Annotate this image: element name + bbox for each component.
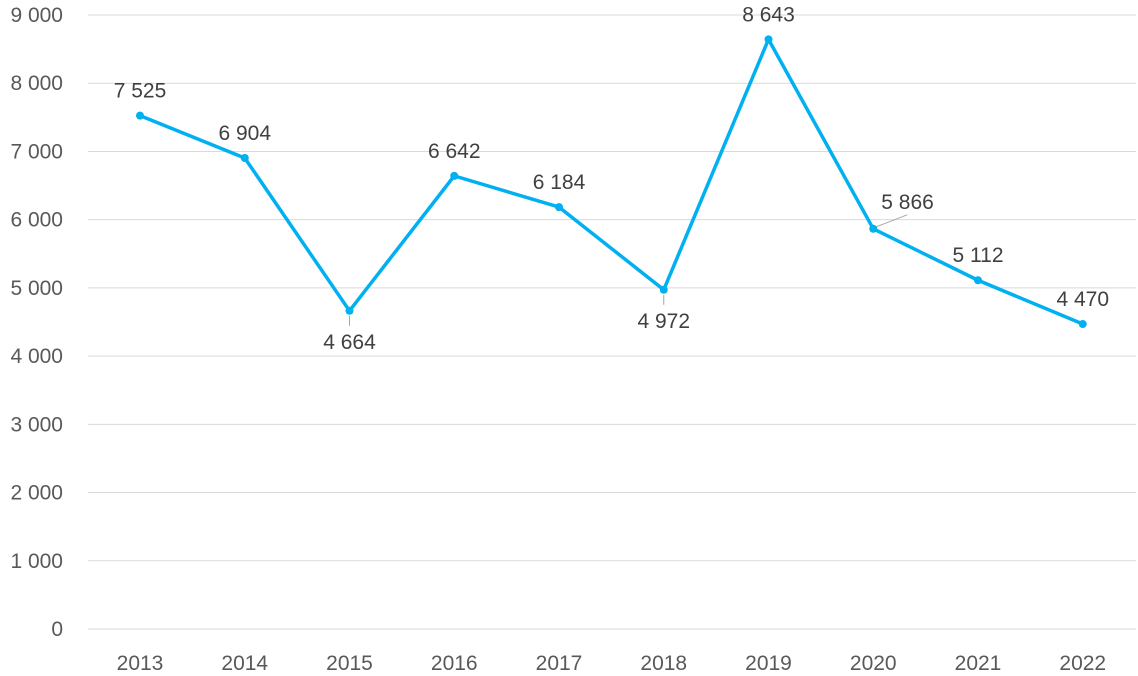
data-point-2015 <box>345 306 354 315</box>
series <box>136 35 1087 329</box>
data-label-2017: 6 184 <box>533 171 586 194</box>
y-tick-label: 6 000 <box>10 209 63 232</box>
x-tick-label: 2015 <box>326 652 373 675</box>
data-label-2015: 4 664 <box>323 331 376 354</box>
data-label-2014: 6 904 <box>218 122 271 145</box>
y-tick-label: 9 000 <box>10 4 63 27</box>
x-tick-label: 2013 <box>117 652 164 675</box>
x-tick-label: 2014 <box>221 652 268 675</box>
data-point-2016 <box>450 171 459 180</box>
data-point-2018 <box>659 285 668 294</box>
x-tick-label: 2016 <box>431 652 478 675</box>
x-tick-label: 2018 <box>640 652 687 675</box>
y-tick-label: 3 000 <box>10 413 63 436</box>
data-point-2020 <box>869 224 878 233</box>
data-point-2019 <box>764 35 773 44</box>
label-leader-lines <box>349 214 908 326</box>
leader-line <box>876 214 908 228</box>
data-label-2016: 6 642 <box>428 140 481 163</box>
data-label-2022: 4 470 <box>1056 288 1109 311</box>
data-point-2014 <box>240 153 249 162</box>
y-tick-label: 8 000 <box>10 72 63 95</box>
data-point-2017 <box>555 203 563 212</box>
data-label-2019: 8 643 <box>742 3 795 26</box>
x-tick-label: 2022 <box>1059 652 1106 675</box>
data-label-2021: 5 112 <box>953 244 1004 267</box>
data-label-2020: 5 866 <box>881 191 934 214</box>
gridlines <box>88 14 1136 630</box>
x-tick-label: 2017 <box>536 652 583 675</box>
y-axis: 0 1 000 2 000 3 000 4 000 5 000 6 000 7 000 8 00… <box>10 4 63 641</box>
data-point-2013 <box>136 111 144 120</box>
x-axis: 2013 2014 2015 2016 2017 2018 2019 2020 2021 2022 <box>117 652 1106 675</box>
y-tick-label: 5 000 <box>10 277 63 300</box>
y-tick-label: 0 <box>51 618 63 641</box>
data-labels: 7 525 6 904 4 664 6 642 6 184 4 972 8 643 5 866… <box>114 3 1109 353</box>
data-label-2013: 7 525 <box>114 80 167 103</box>
data-label-2018: 4 972 <box>637 310 690 333</box>
data-point-2021 <box>974 276 982 285</box>
y-tick-label: 4 000 <box>10 345 63 368</box>
x-tick-label: 2019 <box>745 652 792 675</box>
y-tick-label: 1 000 <box>10 550 63 573</box>
y-tick-label: 7 000 <box>10 140 63 163</box>
x-tick-label: 2020 <box>850 652 897 675</box>
series-line <box>138 37 1085 326</box>
data-point-2022 <box>1078 320 1087 329</box>
x-tick-label: 2021 <box>955 652 1002 675</box>
y-tick-label: 2 000 <box>10 482 63 505</box>
